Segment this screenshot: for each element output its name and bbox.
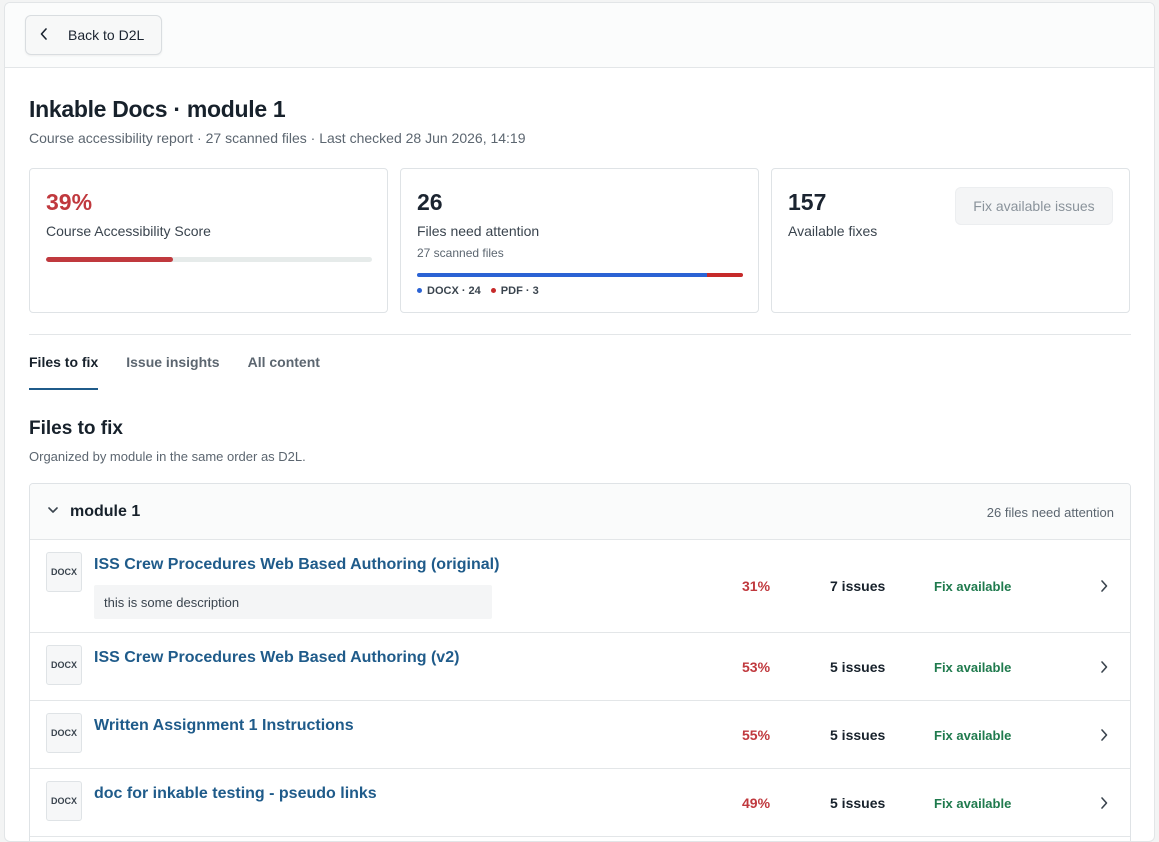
legend-docx-label: DOCX · 24 xyxy=(427,285,481,297)
file-row[interactable]: DOCX doc for inkable testing - pseudo li… xyxy=(30,769,1130,837)
file-score: 49% xyxy=(742,795,771,811)
docx-file-icon: DOCX xyxy=(46,781,82,821)
back-label: Back to D2L xyxy=(68,27,145,43)
file-issues: 5 issues xyxy=(830,727,886,743)
attention-sub: 27 scanned files xyxy=(417,246,504,260)
file-fix-status: Fix available xyxy=(934,796,1012,811)
fixes-label: Available fixes xyxy=(788,223,878,239)
docx-file-icon: DOCX xyxy=(46,645,82,685)
file-issues: 7 issues xyxy=(830,578,886,594)
fixes-value: 157 xyxy=(788,189,827,215)
legend-pdf-label: PDF · 3 xyxy=(500,285,539,297)
back-to-d2l-button[interactable]: Back to D2L xyxy=(25,15,162,55)
docx-file-icon: DOCX xyxy=(46,713,82,753)
score-value: 39% xyxy=(46,189,93,215)
file-row[interactable]: DOCX Written Assignment 1 Instructions 5… xyxy=(30,701,1130,769)
chevron-left-icon xyxy=(40,27,52,43)
chevron-right-icon[interactable] xyxy=(1100,660,1110,674)
module-panel: module 1 26 files need attention DOCX IS… xyxy=(29,483,1131,841)
section-title: Files to fix xyxy=(29,418,123,439)
chevron-right-icon[interactable] xyxy=(1100,579,1110,593)
file-type-split-bar xyxy=(417,273,743,277)
file-title[interactable]: Written Assignment 1 Instructions xyxy=(94,717,354,734)
file-issues: 5 issues xyxy=(830,795,886,811)
summary-cards: 39% Course Accessibility Score 26 Files … xyxy=(29,168,1131,313)
section-subtitle: Organized by module in the same order as… xyxy=(29,449,306,464)
pdf-segment xyxy=(706,273,743,277)
file-row[interactable]: DOCX ISS Crew Procedures Web Based Autho… xyxy=(30,540,1130,633)
page-subtitle: Course accessibility report · 27 scanned… xyxy=(29,130,526,146)
file-fix-status: Fix available xyxy=(934,728,1012,743)
fix-available-issues-button[interactable]: Fix available issues xyxy=(955,187,1113,225)
chevron-right-icon[interactable] xyxy=(1100,728,1110,742)
file-score: 31% xyxy=(742,578,771,594)
file-title[interactable]: doc for inkable testing - pseudo links xyxy=(94,785,377,802)
file-description: this is some description xyxy=(94,585,492,619)
page-title: Inkable Docs · module 1 xyxy=(29,96,286,122)
tab-files-to-fix[interactable]: Files to fix xyxy=(29,354,99,390)
attention-label: Files need attention xyxy=(417,223,540,239)
score-progress-fill xyxy=(46,257,174,262)
fixes-card: 157 Available fixes Fix available issues xyxy=(771,168,1130,313)
tab-all-content[interactable]: All content xyxy=(247,354,320,370)
docx-dot-icon xyxy=(417,287,422,293)
file-type-legend: DOCX · 24 PDF · 3 xyxy=(417,285,539,297)
attention-card: 26 Files need attention 27 scanned files… xyxy=(400,168,759,313)
chevron-right-icon[interactable] xyxy=(1100,796,1110,810)
file-fix-status: Fix available xyxy=(934,660,1012,675)
score-card: 39% Course Accessibility Score xyxy=(29,168,388,313)
pdf-dot-icon xyxy=(490,287,496,293)
app-frame: Back to D2L Inkable Docs · module 1 Cour… xyxy=(4,2,1155,842)
module-name: module 1 xyxy=(70,503,141,520)
docx-file-icon: DOCX xyxy=(46,552,82,592)
file-row[interactable]: DOCX ISS Crew Procedures Web Based Autho… xyxy=(30,633,1130,701)
module-count: 26 files need attention xyxy=(986,505,1114,520)
tab-bar: Files to fix Issue insights All content xyxy=(29,354,348,390)
file-score: 53% xyxy=(742,659,771,675)
score-label: Course Accessibility Score xyxy=(46,223,211,239)
legend-docx: DOCX · 24 xyxy=(417,285,481,297)
legend-pdf: PDF · 3 xyxy=(490,285,539,297)
file-fix-status: Fix available xyxy=(934,579,1012,594)
score-progress-bar xyxy=(46,257,372,262)
attention-value: 26 xyxy=(417,189,443,215)
tab-issue-insights[interactable]: Issue insights xyxy=(126,354,220,370)
chevron-down-icon[interactable] xyxy=(48,503,58,517)
divider xyxy=(29,334,1131,335)
file-title[interactable]: ISS Crew Procedures Web Based Authoring … xyxy=(94,556,500,573)
module-header[interactable]: module 1 26 files need attention xyxy=(30,484,1130,540)
top-bar: Back to D2L xyxy=(5,3,1154,68)
file-score: 55% xyxy=(742,727,771,743)
file-issues: 5 issues xyxy=(830,659,886,675)
file-title[interactable]: ISS Crew Procedures Web Based Authoring … xyxy=(94,649,460,666)
docx-segment xyxy=(417,273,707,277)
